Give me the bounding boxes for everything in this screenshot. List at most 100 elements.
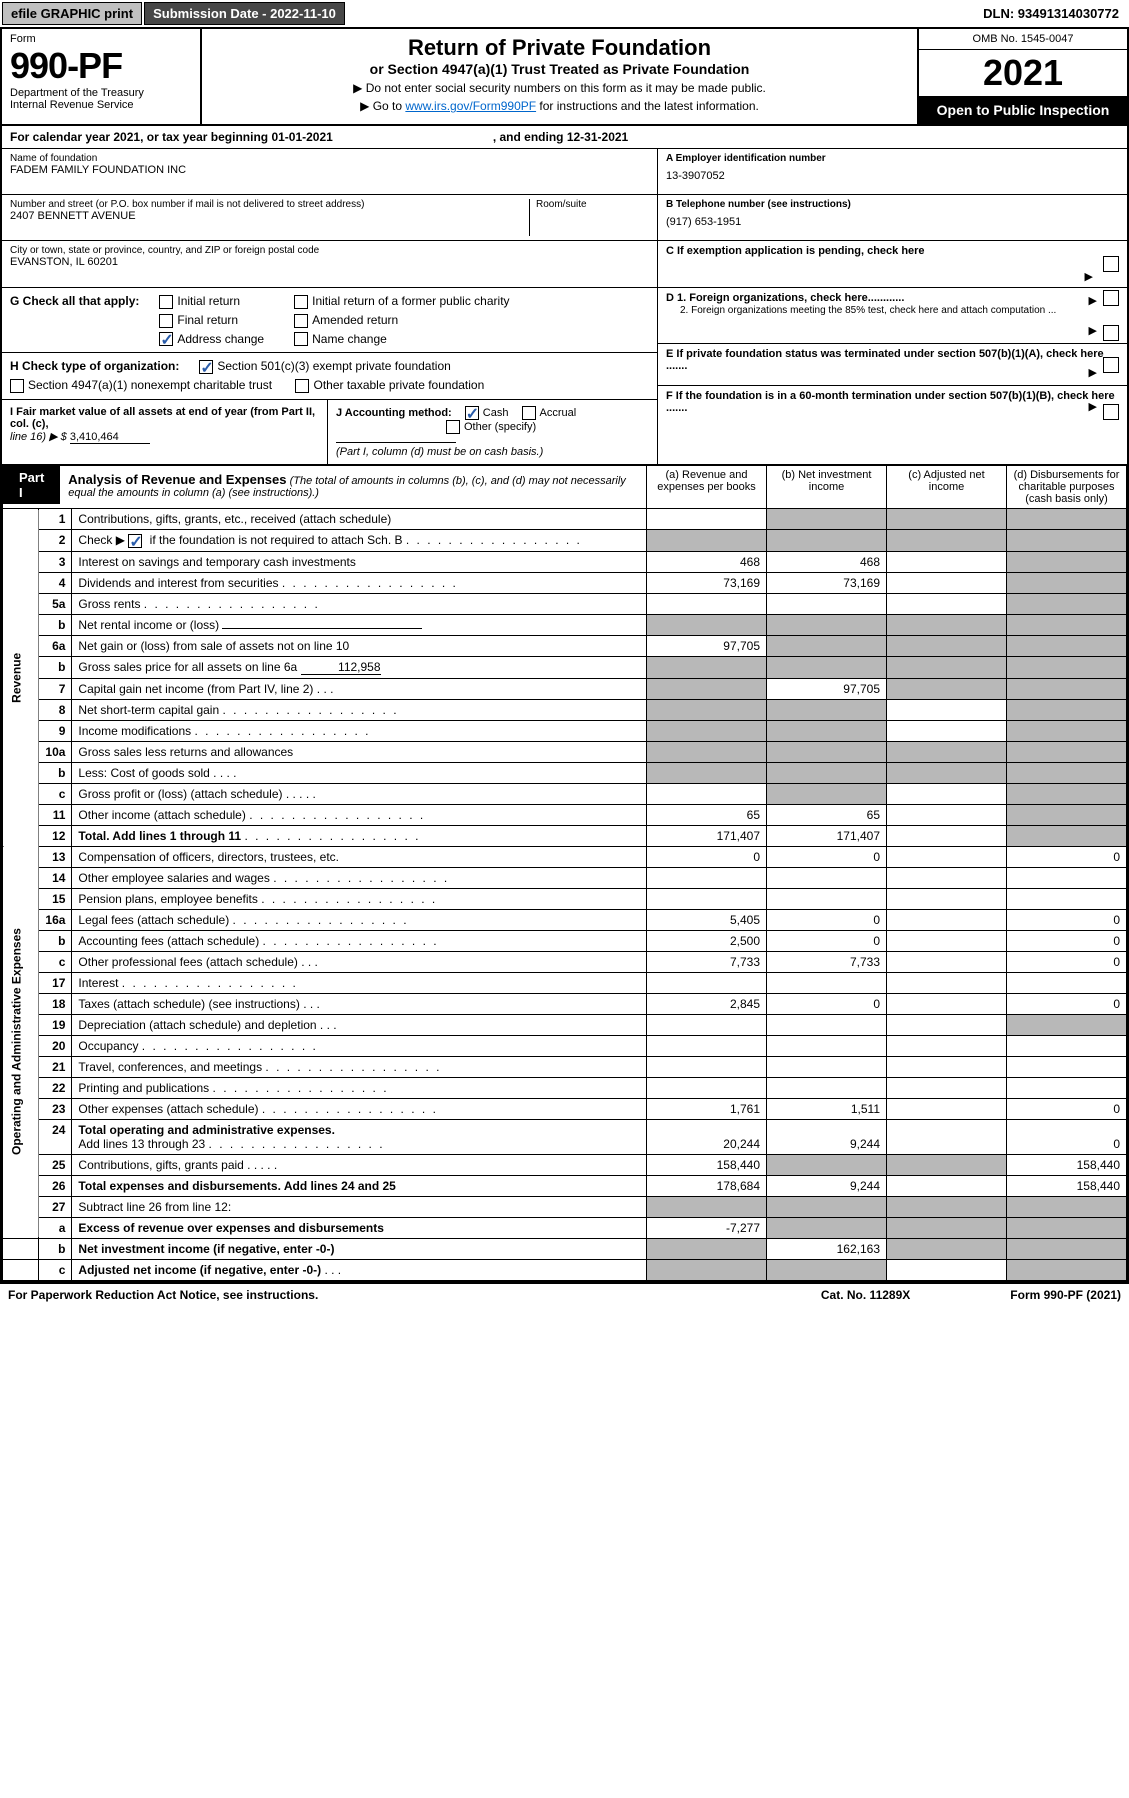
cb-initial[interactable] bbox=[159, 295, 173, 309]
cb-cash[interactable] bbox=[465, 406, 479, 420]
cb-other-tax[interactable] bbox=[295, 379, 309, 393]
r21-c bbox=[887, 1056, 1007, 1077]
cb-4947[interactable] bbox=[10, 379, 24, 393]
row-25: 25Contributions, gifts, grants paid . . … bbox=[3, 1154, 1127, 1175]
r20-num: 20 bbox=[39, 1035, 72, 1056]
r6b-c bbox=[887, 656, 1007, 678]
f-checkbox[interactable] bbox=[1103, 404, 1119, 420]
r11-num: 11 bbox=[39, 804, 72, 825]
r10a-d bbox=[1007, 741, 1127, 762]
r5a-a bbox=[647, 593, 767, 614]
r25-b bbox=[767, 1154, 887, 1175]
r21-a bbox=[647, 1056, 767, 1077]
irs-link[interactable]: www.irs.gov/Form990PF bbox=[405, 99, 536, 113]
cb-final[interactable] bbox=[159, 314, 173, 328]
r19-b bbox=[767, 1014, 887, 1035]
f-text: F If the foundation is in a 60-month ter… bbox=[666, 390, 1115, 414]
cb-amended[interactable] bbox=[294, 314, 308, 328]
r10b-num: b bbox=[39, 762, 72, 783]
row-5b: bNet rental income or (loss) bbox=[3, 614, 1127, 635]
r27a-c bbox=[887, 1217, 1007, 1238]
e-checkbox[interactable] bbox=[1103, 357, 1119, 373]
cb-address[interactable] bbox=[159, 332, 173, 346]
cb-name-change[interactable] bbox=[294, 332, 308, 346]
c-checkbox[interactable] bbox=[1103, 256, 1119, 272]
row-9: 9Income modifications bbox=[3, 720, 1127, 741]
d2-text: 2. Foreign organizations meeting the 85%… bbox=[680, 305, 1056, 316]
r10c-num: c bbox=[39, 783, 72, 804]
r21-d bbox=[1007, 1056, 1127, 1077]
r9-a bbox=[647, 720, 767, 741]
r17-c bbox=[887, 972, 1007, 993]
r2-num: 2 bbox=[39, 530, 72, 552]
r6b-desc-text: Gross sales price for all assets on line… bbox=[78, 660, 297, 674]
dots bbox=[142, 1039, 318, 1053]
j-cash: Cash bbox=[483, 407, 509, 419]
cb-initial-former[interactable] bbox=[294, 295, 308, 309]
row-8: 8Net short-term capital gain bbox=[3, 699, 1127, 720]
d1-checkbox[interactable] bbox=[1103, 290, 1119, 306]
g-h-i-j-block: G Check all that apply: Initial return I… bbox=[2, 288, 1127, 465]
r2-pre: Check ▶ bbox=[78, 533, 125, 547]
r16b-a: 2,500 bbox=[647, 930, 767, 951]
ein-label: A Employer identification number bbox=[666, 153, 1119, 164]
r27a-desc: Excess of revenue over expenses and disb… bbox=[72, 1217, 647, 1238]
d2-checkbox[interactable] bbox=[1103, 325, 1119, 341]
r22-num: 22 bbox=[39, 1077, 72, 1098]
r11-b: 65 bbox=[767, 804, 887, 825]
r18-b: 0 bbox=[767, 993, 887, 1014]
r22-a bbox=[647, 1077, 767, 1098]
arrow-icon: ▶ bbox=[1085, 270, 1093, 283]
r15-b bbox=[767, 888, 887, 909]
footer-right: Form 990-PF (2021) bbox=[1010, 1288, 1121, 1302]
efile-button[interactable]: efile GRAPHIC print bbox=[2, 2, 142, 25]
cb-schb[interactable] bbox=[128, 534, 142, 548]
h-opt3: Other taxable private foundation bbox=[313, 378, 484, 392]
cb-accrual[interactable] bbox=[522, 406, 536, 420]
r5a-c bbox=[887, 593, 1007, 614]
r26-d: 158,440 bbox=[1007, 1175, 1127, 1196]
r4-desc: Dividends and interest from securities bbox=[72, 572, 647, 593]
r23-c bbox=[887, 1098, 1007, 1119]
r1-c bbox=[887, 509, 1007, 530]
row-4: 4Dividends and interest from securities … bbox=[3, 572, 1127, 593]
row-26: 26Total expenses and disbursements. Add … bbox=[3, 1175, 1127, 1196]
h-opt1: Section 501(c)(3) exempt private foundat… bbox=[217, 359, 450, 373]
cal-end: , and ending 12-31-2021 bbox=[493, 130, 628, 144]
r13-num: 13 bbox=[39, 846, 72, 867]
r24-num: 24 bbox=[39, 1119, 72, 1154]
r24-desc: Total operating and administrative expen… bbox=[72, 1119, 647, 1154]
r15-d bbox=[1007, 888, 1127, 909]
r25-a: 158,440 bbox=[647, 1154, 767, 1175]
col-b-header: (b) Net investment income bbox=[767, 466, 887, 509]
other-specify-line bbox=[336, 442, 456, 443]
foundation-name: FADEM FAMILY FOUNDATION INC bbox=[10, 164, 649, 176]
r19-desc: Depreciation (attach schedule) and deple… bbox=[72, 1014, 647, 1035]
r11-d bbox=[1007, 804, 1127, 825]
r22-desc: Printing and publications bbox=[72, 1077, 647, 1098]
r5a-d bbox=[1007, 593, 1127, 614]
cb-501c3[interactable] bbox=[199, 360, 213, 374]
tax-year: 2021 bbox=[919, 50, 1127, 96]
r10c-a bbox=[647, 783, 767, 804]
row-13: Operating and Administrative Expenses 13… bbox=[3, 846, 1127, 867]
r27c-a bbox=[647, 1259, 767, 1280]
r23-desc-text: Other expenses (attach schedule) bbox=[78, 1102, 258, 1116]
row-23: 23Other expenses (attach schedule) 1,761… bbox=[3, 1098, 1127, 1119]
cb-other-method[interactable] bbox=[446, 420, 460, 434]
row-16a: 16aLegal fees (attach schedule) 5,40500 bbox=[3, 909, 1127, 930]
footer-mid: Cat. No. 11289X bbox=[821, 1288, 910, 1302]
ghij-left: G Check all that apply: Initial return I… bbox=[2, 288, 657, 464]
j-label: J Accounting method: bbox=[336, 407, 452, 419]
r10a-a bbox=[647, 741, 767, 762]
j-note: (Part I, column (d) must be on cash basi… bbox=[336, 446, 543, 458]
r20-b bbox=[767, 1035, 887, 1056]
open-public: Open to Public Inspection bbox=[919, 96, 1127, 124]
r25-desc: Contributions, gifts, grants paid . . . … bbox=[72, 1154, 647, 1175]
r26-num: 26 bbox=[39, 1175, 72, 1196]
submission-date-button[interactable]: Submission Date - 2022-11-10 bbox=[144, 2, 345, 25]
row-12: 12Total. Add lines 1 through 11 171,4071… bbox=[3, 825, 1127, 846]
r18-desc-text: Taxes (attach schedule) (see instruction… bbox=[78, 997, 299, 1011]
r27c-num: c bbox=[39, 1259, 72, 1280]
ein-cell: A Employer identification number 13-3907… bbox=[658, 149, 1127, 195]
